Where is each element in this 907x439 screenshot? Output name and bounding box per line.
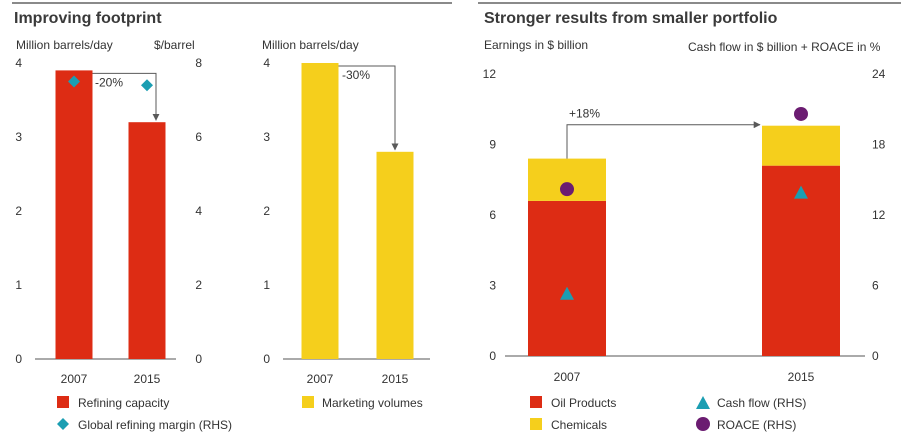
legend-margin-swatch: [57, 418, 69, 430]
legend-cash-flow-label: Cash flow (RHS): [717, 396, 806, 410]
legend-marketing-swatch: [302, 396, 314, 408]
marketing-change-label: -30%: [342, 68, 370, 82]
refining-bar: [128, 122, 166, 359]
earnings-change-label: +18%: [569, 107, 600, 121]
earnings-y2tick-label: 0: [872, 349, 879, 363]
earnings-xtick-label: 2015: [788, 370, 815, 384]
marketing-ytick-label: 0: [263, 352, 270, 366]
refining-xtick-label: 2007: [61, 372, 88, 386]
refining-change-label: -20%: [95, 75, 123, 89]
refining-y2label: $/barrel: [154, 38, 195, 52]
refining-margin-marker: [68, 75, 80, 88]
legend-chemicals-label: Chemicals: [551, 418, 607, 432]
legend-chemicals-swatch: [530, 418, 542, 430]
refining-ytick-label: 1: [15, 278, 22, 292]
earnings-chemicals-bar: [762, 125, 840, 166]
refining-y2tick-label: 8: [195, 56, 202, 70]
marketing-ylabel: Million barrels/day: [262, 38, 359, 52]
refining-y2tick-label: 0: [195, 352, 202, 366]
refining-ytick-label: 3: [15, 130, 22, 144]
earnings-ytick-label: 12: [483, 67, 497, 81]
earnings-change-arrow: [566, 121, 761, 159]
marketing-bar: [301, 63, 339, 359]
legend-roace-swatch: [696, 417, 710, 431]
earnings-xtick-label: 2007: [554, 370, 581, 384]
earnings-ytick-label: 9: [489, 138, 496, 152]
right-panel-title: Stronger results from smaller portfolio: [484, 10, 778, 27]
left-panel-title: Improving footprint: [14, 10, 162, 27]
earnings-y2tick-label: 18: [872, 138, 886, 152]
refining-ytick-label: 2: [15, 204, 22, 218]
earnings-y2tick-label: 12: [872, 208, 886, 222]
legend-roace-label: ROACE (RHS): [717, 418, 796, 432]
cash-flow-marker: [794, 185, 808, 199]
earnings-ylabel: Earnings in $ billion: [484, 38, 589, 52]
marketing-ytick-label: 3: [263, 130, 270, 144]
cash-flow-marker: [560, 286, 574, 300]
refining-change-arrow: [92, 72, 160, 121]
marketing-ytick-label: 2: [263, 204, 270, 218]
roace-marker: [794, 106, 808, 121]
marketing-ytick-label: 4: [263, 56, 270, 70]
marketing-xtick-label: 2007: [307, 372, 334, 386]
refining-ylabel: Million barrels/day: [16, 38, 113, 52]
refining-y2tick-label: 6: [195, 130, 202, 144]
legend-oil-label: Oil Products: [551, 396, 616, 410]
refining-ytick-label: 4: [15, 56, 22, 70]
earnings-ytick-label: 0: [489, 349, 496, 363]
earnings-oil-bar: [528, 200, 606, 356]
legend-refining-label: Refining capacity: [78, 396, 169, 410]
refining-xtick-label: 2015: [134, 372, 161, 386]
refining-bar: [55, 70, 93, 360]
right-header-rule: [478, 2, 901, 4]
refining-y2tick-label: 2: [195, 278, 202, 292]
marketing-bar: [376, 151, 414, 359]
legend-cash-flow-swatch: [696, 396, 710, 409]
left-header-rule: [12, 2, 452, 4]
earnings-ytick-label: 3: [489, 279, 496, 293]
refining-y2tick-label: 4: [195, 204, 202, 218]
earnings-y2tick-label: 6: [872, 279, 879, 293]
legend-refining-swatch: [57, 396, 69, 408]
earnings-ytick-label: 6: [489, 208, 496, 222]
marketing-ytick-label: 1: [263, 278, 270, 292]
earnings-y2tick-label: 24: [872, 67, 886, 81]
roace-marker: [560, 182, 574, 197]
earnings-y2label: Cash flow in $ billion + ROACE in %: [688, 40, 881, 54]
legend-marketing-label: Marketing volumes: [322, 396, 423, 410]
legend-oil-swatch: [530, 396, 542, 408]
marketing-change-arrow: [338, 65, 399, 151]
refining-margin-marker: [141, 79, 153, 92]
legend-margin-label: Global refining margin (RHS): [78, 418, 232, 432]
marketing-xtick-label: 2015: [382, 372, 409, 386]
refining-ytick-label: 0: [15, 352, 22, 366]
